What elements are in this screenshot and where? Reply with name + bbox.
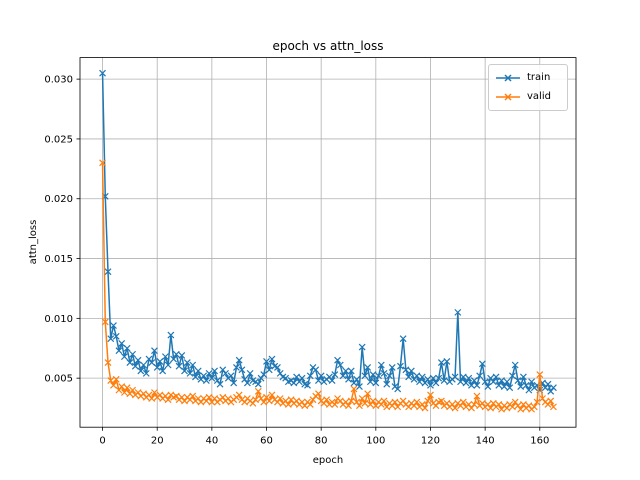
legend-label-train: train: [527, 71, 551, 83]
legend-item-valid: valid: [495, 87, 561, 106]
y-tick-label: 0.005: [44, 374, 73, 385]
x-tick-label: 120: [421, 436, 440, 447]
train-line-x-marker-icon: [496, 73, 520, 82]
y-tick-label: 0.025: [44, 134, 73, 145]
train-series-line: [101, 73, 555, 393]
x-tick-label: 160: [530, 436, 549, 447]
legend: train valid: [488, 64, 568, 111]
valid-line-x-marker-icon: [496, 92, 520, 101]
chart-title: epoch vs attn_loss: [272, 39, 383, 53]
train-series-markers: [99, 69, 557, 395]
x-tick-label: 80: [315, 436, 328, 447]
y-tick-label: 0.010: [44, 314, 73, 325]
tick-labels: 0 20 40 60 80 100 120 140 160 0.005 0.010 0.015 0.02…: [44, 75, 549, 447]
legend-item-train: train: [495, 68, 561, 87]
y-axis-label: attn_loss: [28, 220, 39, 265]
legend-label-valid: valid: [527, 90, 551, 102]
x-axis-label: epoch: [313, 455, 343, 466]
gridlines: [80, 57, 576, 428]
x-tick-label: 100: [366, 436, 385, 447]
x-tick-label: 40: [205, 436, 218, 447]
y-tick-label: 0.015: [44, 254, 73, 265]
x-tick-label: 140: [476, 436, 495, 447]
x-tick-label: 60: [260, 436, 273, 447]
x-tick-label: 0: [99, 436, 105, 447]
series-layer: [99, 69, 557, 413]
valid-series-markers: [99, 159, 557, 413]
y-tick-label: 0.030: [44, 75, 73, 86]
axes: [76, 57, 577, 431]
valid-series-line: [101, 162, 555, 411]
y-tick-label: 0.020: [44, 194, 73, 205]
x-tick-label: 20: [151, 436, 164, 447]
plot-area-border: [79, 57, 577, 428]
